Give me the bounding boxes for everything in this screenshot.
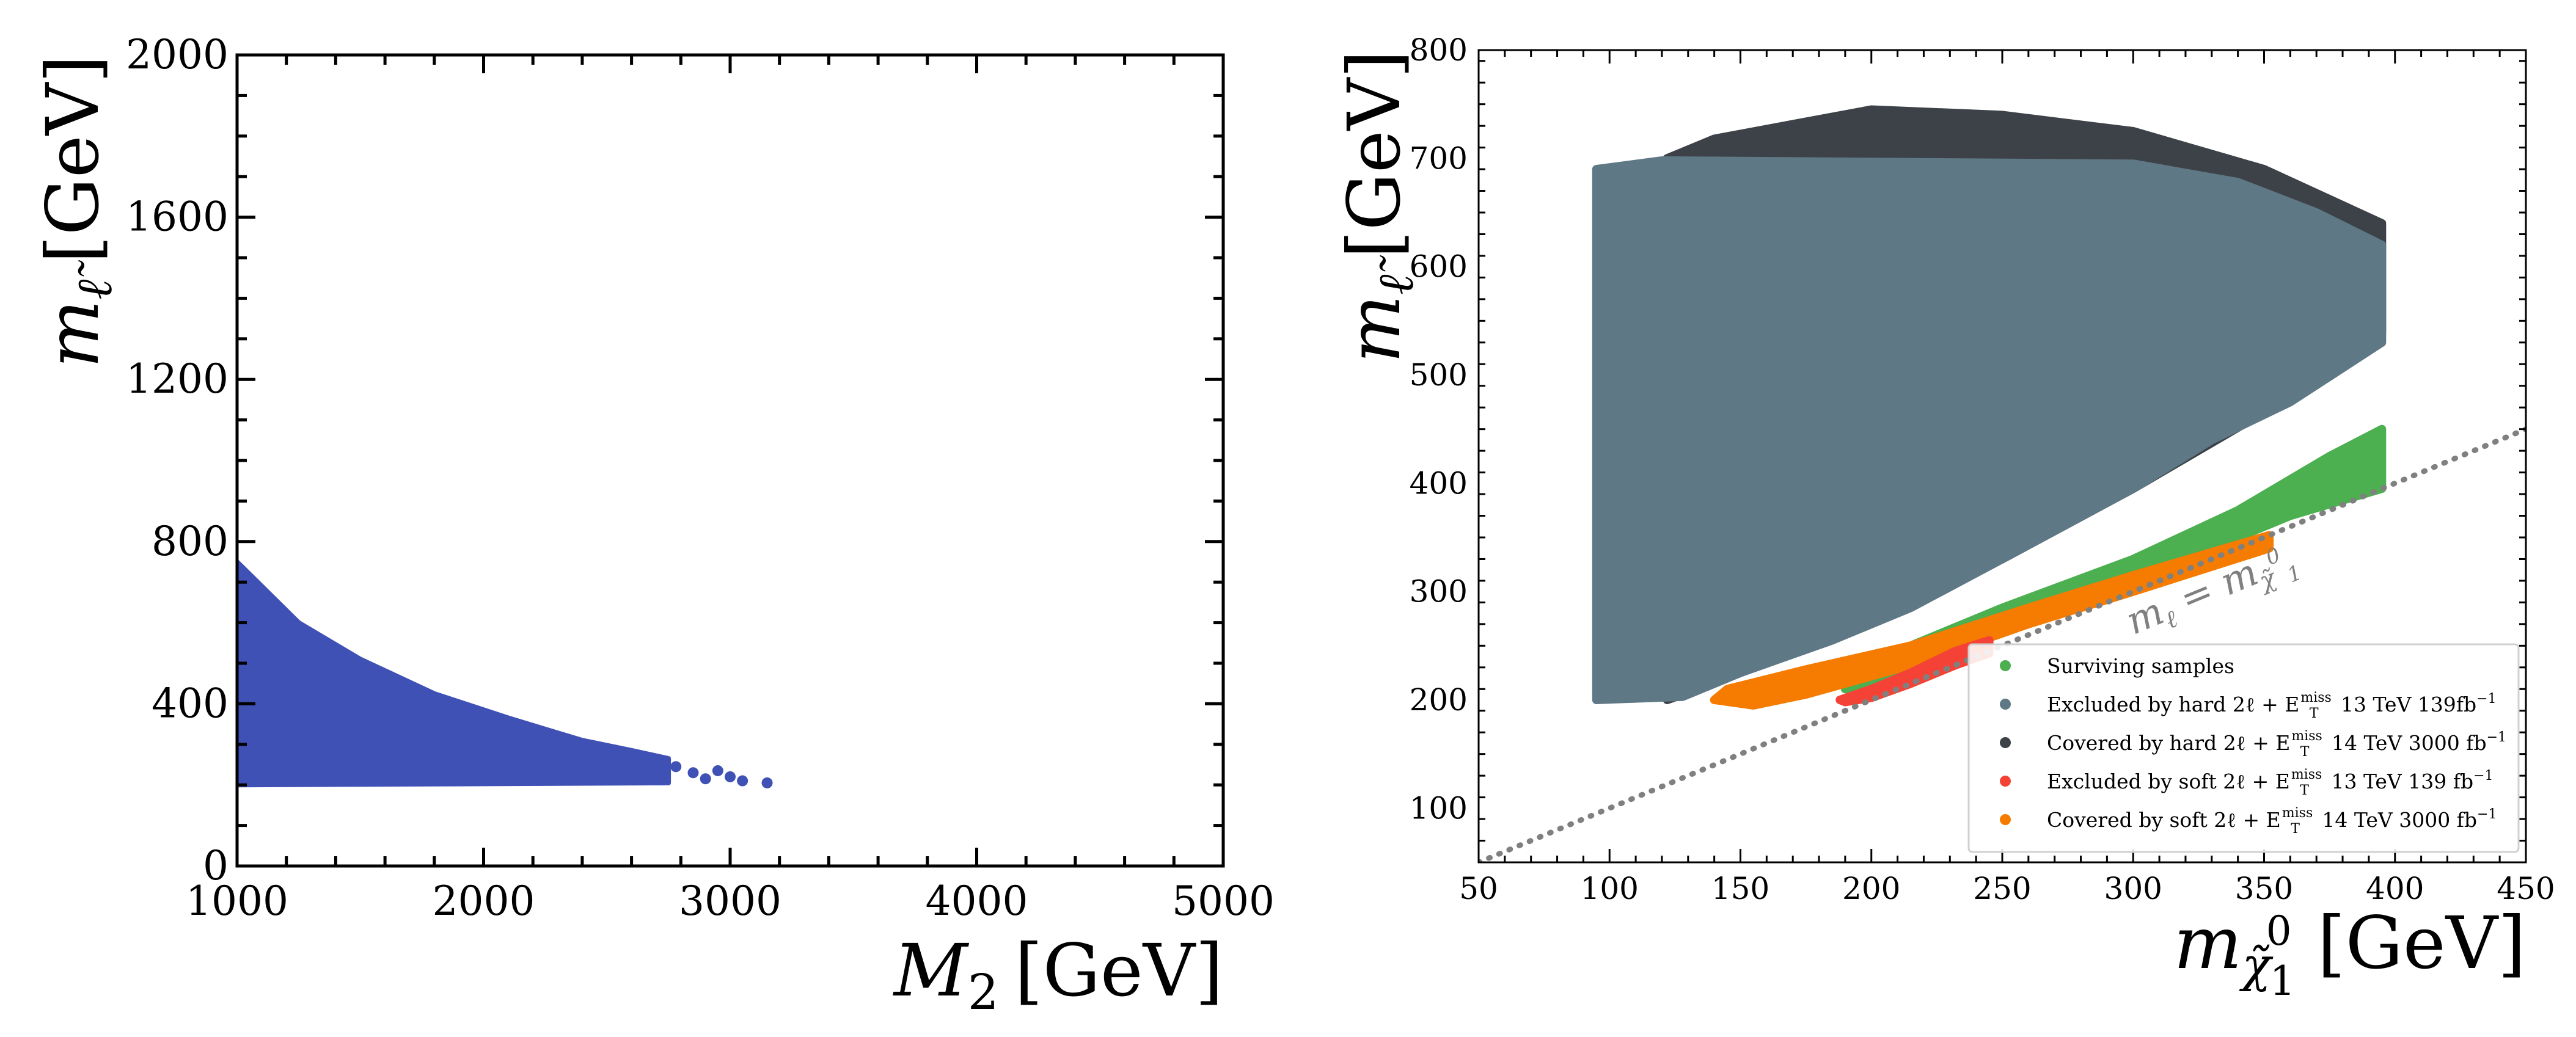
scatter-region [1710,531,2274,710]
right-y-axis-label: mℓ̃[GeV] [1332,50,1424,363]
y-tick-label: 100 [1410,790,1468,826]
scatter-point [638,765,649,776]
scatter-point [670,761,682,773]
x-tick-label: 5000 [1172,878,1275,925]
y-tick-label: 300 [1410,574,1468,609]
legend-marker [2000,699,2011,710]
scatter-point [589,743,601,754]
legend-label: Surviving samples [2047,654,2234,678]
x-tick-label: 450 [2497,871,2555,906]
legend-marker [2000,776,2011,787]
legend-label: Covered by soft 2ℓ + Emiss T 14 TeV 3000 … [2047,806,2497,837]
legend-label: Covered by hard 2ℓ + Emiss T 14 TeV 3000 … [2047,729,2506,760]
y-tick-label: 400 [152,680,229,727]
x-tick-label: 1000 [186,878,288,925]
scatter-point [650,769,662,780]
scatter-point [613,751,625,762]
x-tick-label: 150 [1711,871,1769,906]
scatter-point [761,777,773,788]
y-tick-label: 600 [1410,249,1468,285]
x-tick-label: 3000 [679,878,781,925]
y-tick-label: 800 [1410,32,1468,68]
y-tick-label: 1200 [126,355,229,402]
y-tick-label: 200 [1410,682,1468,718]
x-tick-label: 50 [1459,871,1498,906]
x-tick-label: 2000 [433,878,535,925]
legend-box [1967,643,2520,853]
legend-marker [2000,814,2011,825]
left-x-axis-label: M2 [GeV] [893,928,1223,1021]
y-tick-label: 800 [152,518,229,565]
y-tick-label: 2000 [126,31,229,78]
legend-label: Excluded by hard 2ℓ + Emiss T 13 TeV 139f… [2047,690,2497,721]
x-tick-label: 250 [1973,871,2031,906]
x-tick-label: 350 [2235,871,2293,906]
legend-label: Excluded by soft 2ℓ + Emiss T 13 TeV 139 … [2047,767,2494,798]
y-tick-label: 700 [1410,140,1468,176]
right-tick-labels: 50 100 150 200 250 300 350 400 450 100 200 300 400 50… [1410,32,2555,906]
scatter-point [737,775,748,787]
y-tick-label: 400 [1410,465,1468,501]
left-chart: 1000 2000 3000 4000 50000400800120016002000 … [31,31,1275,1021]
y-tick-label: 1600 [126,194,229,241]
scatter-point [700,773,711,785]
right-x-axis-label: mχ̃0 1 [GeV] [2173,901,2526,1005]
y-tick-label: 500 [1410,357,1468,393]
right-data-layer [1592,105,2387,710]
left-tick-labels: 1000 2000 3000 4000 5000 0 400 800 1200 1600 2000 [126,31,1275,925]
x-tick-label: 300 [2104,871,2162,906]
right-chart: mℓ = mχ̃01 50 100 150 200 250 300 350 400 450100… [1332,32,2555,1005]
legend: Surviving samples Excluded by hard 2ℓ + E… [1967,643,2520,853]
left-ticks [235,53,1225,868]
legend-marker [2000,660,2011,671]
scatter-point [626,759,637,770]
scatter-point [725,771,736,782]
x-tick-label: 200 [1842,871,1900,906]
x-tick-label: 100 [1581,871,1639,906]
scatter-point [712,765,723,776]
scatter-region [237,559,671,788]
diagonal-reference-line [1479,426,2526,862]
scatter-point [687,767,699,779]
scatter-region [1592,156,2387,704]
y-tick-label: 0 [203,842,229,889]
left-y-axis-label: mℓ̃[GeV] [31,55,123,368]
x-tick-label: 4000 [926,878,1028,925]
x-tick-label: 400 [2366,871,2424,906]
left-data-layer [237,559,773,788]
legend-marker [2000,737,2011,748]
